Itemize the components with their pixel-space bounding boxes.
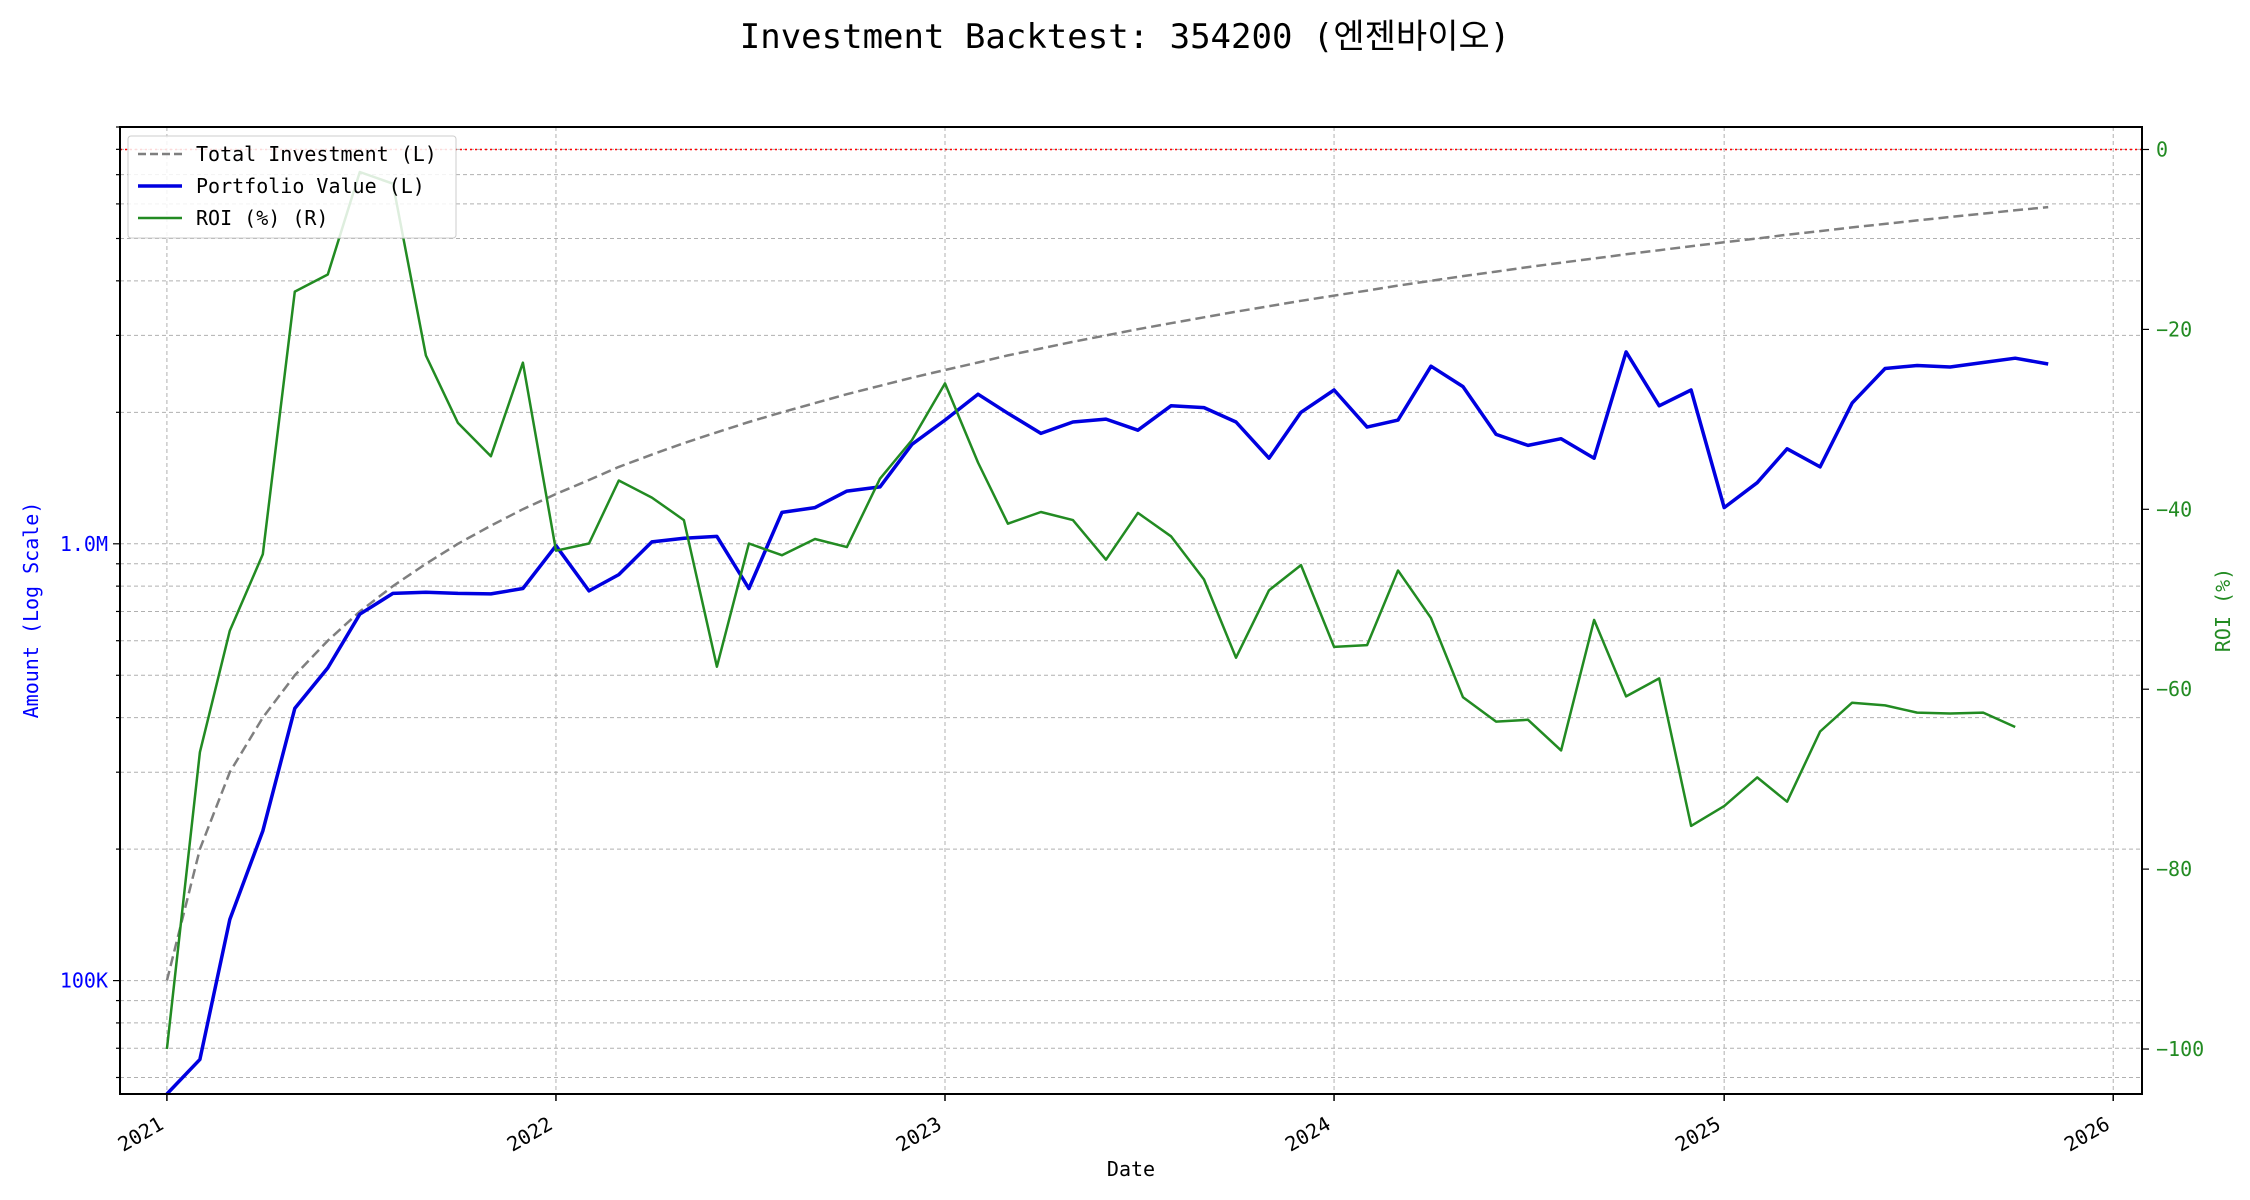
x-tick-label: 2021 [114,1112,168,1157]
x-axis: 2021 2022 2023 2024 2025 2026 [114,1094,2114,1156]
chart-title: Investment Backtest: 354200 (엔젠바이오) [740,17,1511,57]
legend-label: Total Investment (L) [196,142,437,166]
legend-label: ROI (%) (R) [196,206,328,230]
x-tick-label: 2026 [2060,1112,2114,1157]
legend-box [127,135,457,239]
y-axis-right: 0 −20 −40 −60 −80 −100 [2142,137,2204,1061]
y-axis-right-label: ROI (%) [2211,568,2235,652]
series-line-portfolio-value [165,350,2049,1096]
x-tick-label: 2023 [892,1112,946,1157]
y-left-tick-label: 1.0M [60,532,108,556]
x-tick-label: 2025 [1671,1112,1725,1157]
x-axis-label: Date [1107,1157,1155,1181]
legend: Total Investment (L) Portfolio Value (L) R… [127,135,457,239]
y-right-tick-label: −40 [2156,497,2192,521]
y-left-tick-label: 100K [60,969,108,993]
grid [120,126,2142,1094]
y-right-tick-label: −80 [2156,857,2192,881]
y-axis-left-label: Amount (Log Scale) [19,502,43,719]
y-right-tick-label: −100 [2156,1037,2204,1061]
plot-frame [119,126,2143,1095]
y-right-tick-label: −20 [2156,317,2192,341]
legend-label: Portfolio Value (L) [196,174,425,198]
y-right-tick-label: 0 [2156,137,2168,161]
series-line-roi [165,170,2016,1050]
x-tick-label: 2024 [1281,1112,1335,1157]
x-tick-label: 2022 [503,1112,557,1157]
series-layer [165,170,2049,1096]
series-line-total-investment [165,205,2049,981]
y-axis-left: 100K 1.0M [60,126,120,1079]
y-right-tick-label: −60 [2156,677,2192,701]
